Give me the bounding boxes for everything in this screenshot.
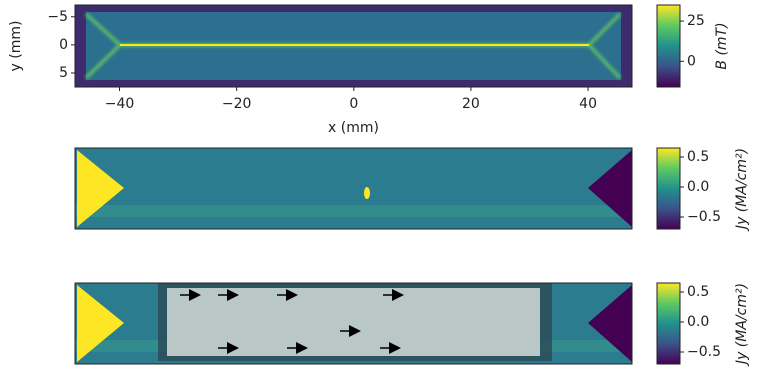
colorbar-tick-label: 0.0: [687, 179, 709, 195]
colorbar: [656, 4, 681, 88]
colorbar-tick-label: 0.5: [687, 284, 709, 300]
plot-frame: [74, 282, 633, 365]
heatmap-image: [75, 283, 632, 364]
y-tick-label: 5: [59, 65, 68, 81]
colorbar-label: B (mT): [714, 22, 730, 69]
colorbar-label: Jy (MA/cm²): [734, 148, 750, 232]
plot-frame: [74, 147, 633, 230]
colorbar-tick-label: 0: [687, 53, 696, 69]
colorbar-tick-label: 0.0: [687, 314, 709, 330]
x-tick-label: −40: [105, 96, 135, 112]
colorbar-tick-label: −0.5: [687, 209, 721, 225]
x-tick-label: 40: [579, 96, 597, 112]
colorbar-tick-label: −0.5: [687, 344, 721, 360]
x-tick-label: −20: [222, 96, 252, 112]
x-tick-label: 20: [462, 96, 480, 112]
x-tick-label: 0: [349, 96, 358, 112]
heatmap-image: [75, 148, 632, 229]
colorbar-label: Jy (MA/cm²): [734, 283, 750, 367]
y-tick-label: 0: [59, 37, 68, 53]
colorbar: [656, 147, 681, 230]
heatmap-image: [75, 5, 632, 87]
x-axis-label: x (mm): [328, 120, 379, 136]
y-tick-label: −5: [47, 9, 68, 25]
colorbar-tick-label: 0.5: [687, 149, 709, 165]
colorbar-tick-label: 25: [687, 13, 705, 29]
colorbar: [656, 282, 681, 365]
y-axis-label: y (mm): [8, 21, 24, 72]
arrows: [180, 289, 404, 354]
